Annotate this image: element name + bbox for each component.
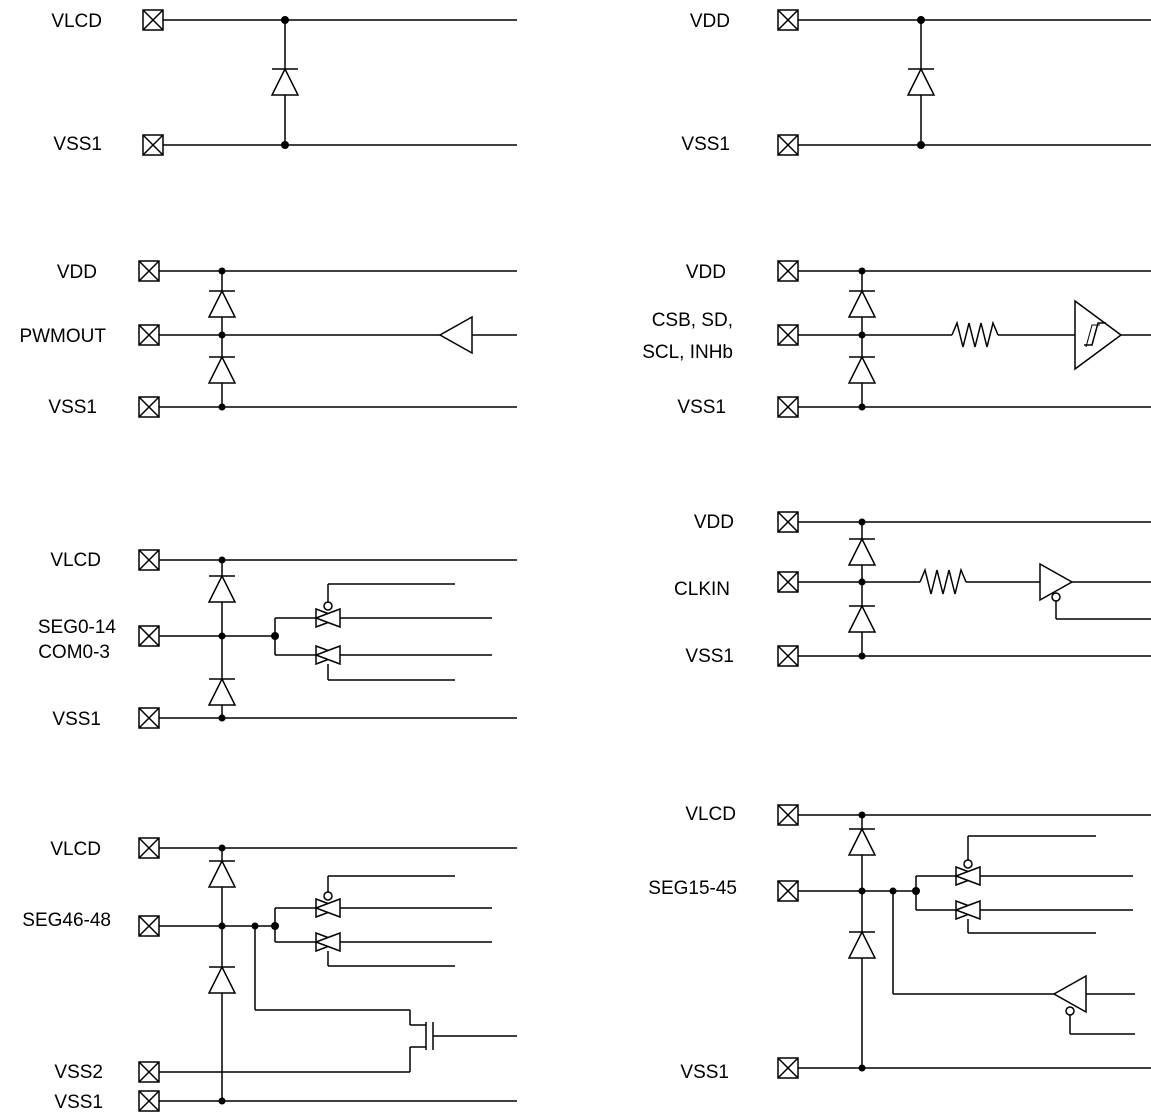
resistor-icon (919, 567, 967, 595)
vlcd-label: VLCD (685, 804, 736, 825)
clkin-pad-icon (777, 571, 799, 593)
circuit-vdd-vss1-protection: VDD VSS1 (681, 9, 1151, 156)
vlcd-label: VLCD (51, 11, 102, 32)
diode-lower-icon (208, 356, 236, 384)
transmission-gate-lower-icon (315, 932, 341, 952)
vss1-label: VSS1 (53, 134, 102, 155)
transmission-gate-upper-icon (315, 898, 341, 918)
circuit-pwmout: VDD PWMOUT VSS1 (19, 260, 517, 418)
vdd-pad-icon (777, 260, 799, 282)
output-buffer-icon (438, 315, 473, 355)
vdd-pad-icon (777, 9, 799, 31)
input-label-line1: CSB, SD, (652, 310, 733, 331)
pwmout-label: PWMOUT (19, 326, 106, 347)
diode-upper-icon (848, 828, 876, 856)
transmission-gate-upper-icon (315, 608, 341, 628)
vss1-label: VSS1 (677, 397, 726, 418)
diode-lower-icon (208, 678, 236, 706)
vss1-pad-icon (777, 396, 799, 418)
seg-label: SEG46-48 (22, 910, 111, 931)
com-label: COM0-3 (38, 642, 110, 663)
vlcd-pad-icon (138, 549, 160, 571)
pwmout-pad-icon (138, 324, 160, 346)
vss2-pad-icon (138, 1061, 160, 1083)
seg-pad-icon (138, 915, 160, 937)
vdd-label: VDD (686, 262, 726, 283)
vss1-label: VSS1 (680, 1062, 729, 1083)
diode-lower-icon (848, 356, 876, 384)
resistor-icon (951, 320, 999, 348)
vss1-pad-icon (777, 645, 799, 667)
input-pad-icon (777, 324, 799, 346)
diode-lower-icon (848, 605, 876, 633)
schmitt-trigger-icon (1074, 299, 1123, 371)
diode-upper-icon (208, 575, 236, 603)
clkin-label: CLKIN (674, 579, 730, 600)
circuit-clkin: VDD CLKIN VSS1 (674, 511, 1151, 667)
seg-label: SEG0-14 (38, 617, 117, 638)
vss1-label: VSS1 (681, 134, 730, 155)
vss1-pad-icon (142, 134, 164, 156)
diode-lower-icon (208, 966, 236, 994)
circuit-seg46-48: VLCD SEG46-48 VSS2 VSS1 (22, 837, 517, 1113)
vdd-pad-icon (777, 511, 799, 533)
vlcd-pad-icon (138, 837, 160, 859)
vlcd-pad-icon (142, 9, 164, 31)
diode-upper-icon (848, 290, 876, 318)
vss1-label: VSS1 (48, 397, 97, 418)
vdd-label: VDD (57, 262, 97, 283)
circuit-vlcd-vss1-protection: VLCD VSS1 (51, 9, 517, 156)
transmission-gate-lower-icon (315, 645, 341, 665)
seg-com-pad-icon (138, 625, 160, 647)
vlcd-label: VLCD (50, 839, 101, 860)
vss1-label: VSS1 (685, 646, 734, 667)
vlcd-pad-icon (777, 804, 799, 826)
nmos-transistor-icon (254, 926, 517, 1072)
input-label-line2: SCL, INHb (642, 342, 733, 363)
vss1-label: VSS1 (52, 709, 101, 730)
vss1-pad-icon (777, 1057, 799, 1079)
diode-icon (907, 68, 935, 96)
vlcd-label: VLCD (50, 550, 101, 571)
vdd-pad-icon (138, 260, 160, 282)
circuit-seg15-45: VLCD SEG15-45 VSS1 (648, 804, 1151, 1083)
circuit-schmitt-inputs: VDD CSB, SD, SCL, INHb VSS1 (642, 260, 1151, 418)
vdd-label: VDD (690, 11, 730, 32)
vss1-pad-icon (138, 396, 160, 418)
transmission-gate-upper-icon (955, 866, 981, 886)
transmission-gate-lower-icon (955, 900, 981, 920)
diode-upper-icon (848, 538, 876, 566)
vss1-label: VSS1 (54, 1092, 103, 1113)
diode-icon (271, 68, 299, 96)
vdd-label: VDD (694, 512, 734, 533)
vss2-label: VSS2 (54, 1062, 103, 1083)
circuit-seg-com-outputs: VLCD SEG0-14 COM0-3 VSS1 (38, 549, 517, 730)
seg-pad-icon (777, 880, 799, 902)
vss1-pad-icon (138, 1090, 160, 1112)
input-buffer-icon (1039, 562, 1074, 602)
diode-upper-icon (208, 860, 236, 888)
diode-lower-icon (848, 931, 876, 959)
seg-label: SEG15-45 (648, 878, 737, 899)
vss1-pad-icon (138, 707, 160, 729)
vss1-pad-icon (777, 134, 799, 156)
diode-upper-icon (208, 290, 236, 318)
